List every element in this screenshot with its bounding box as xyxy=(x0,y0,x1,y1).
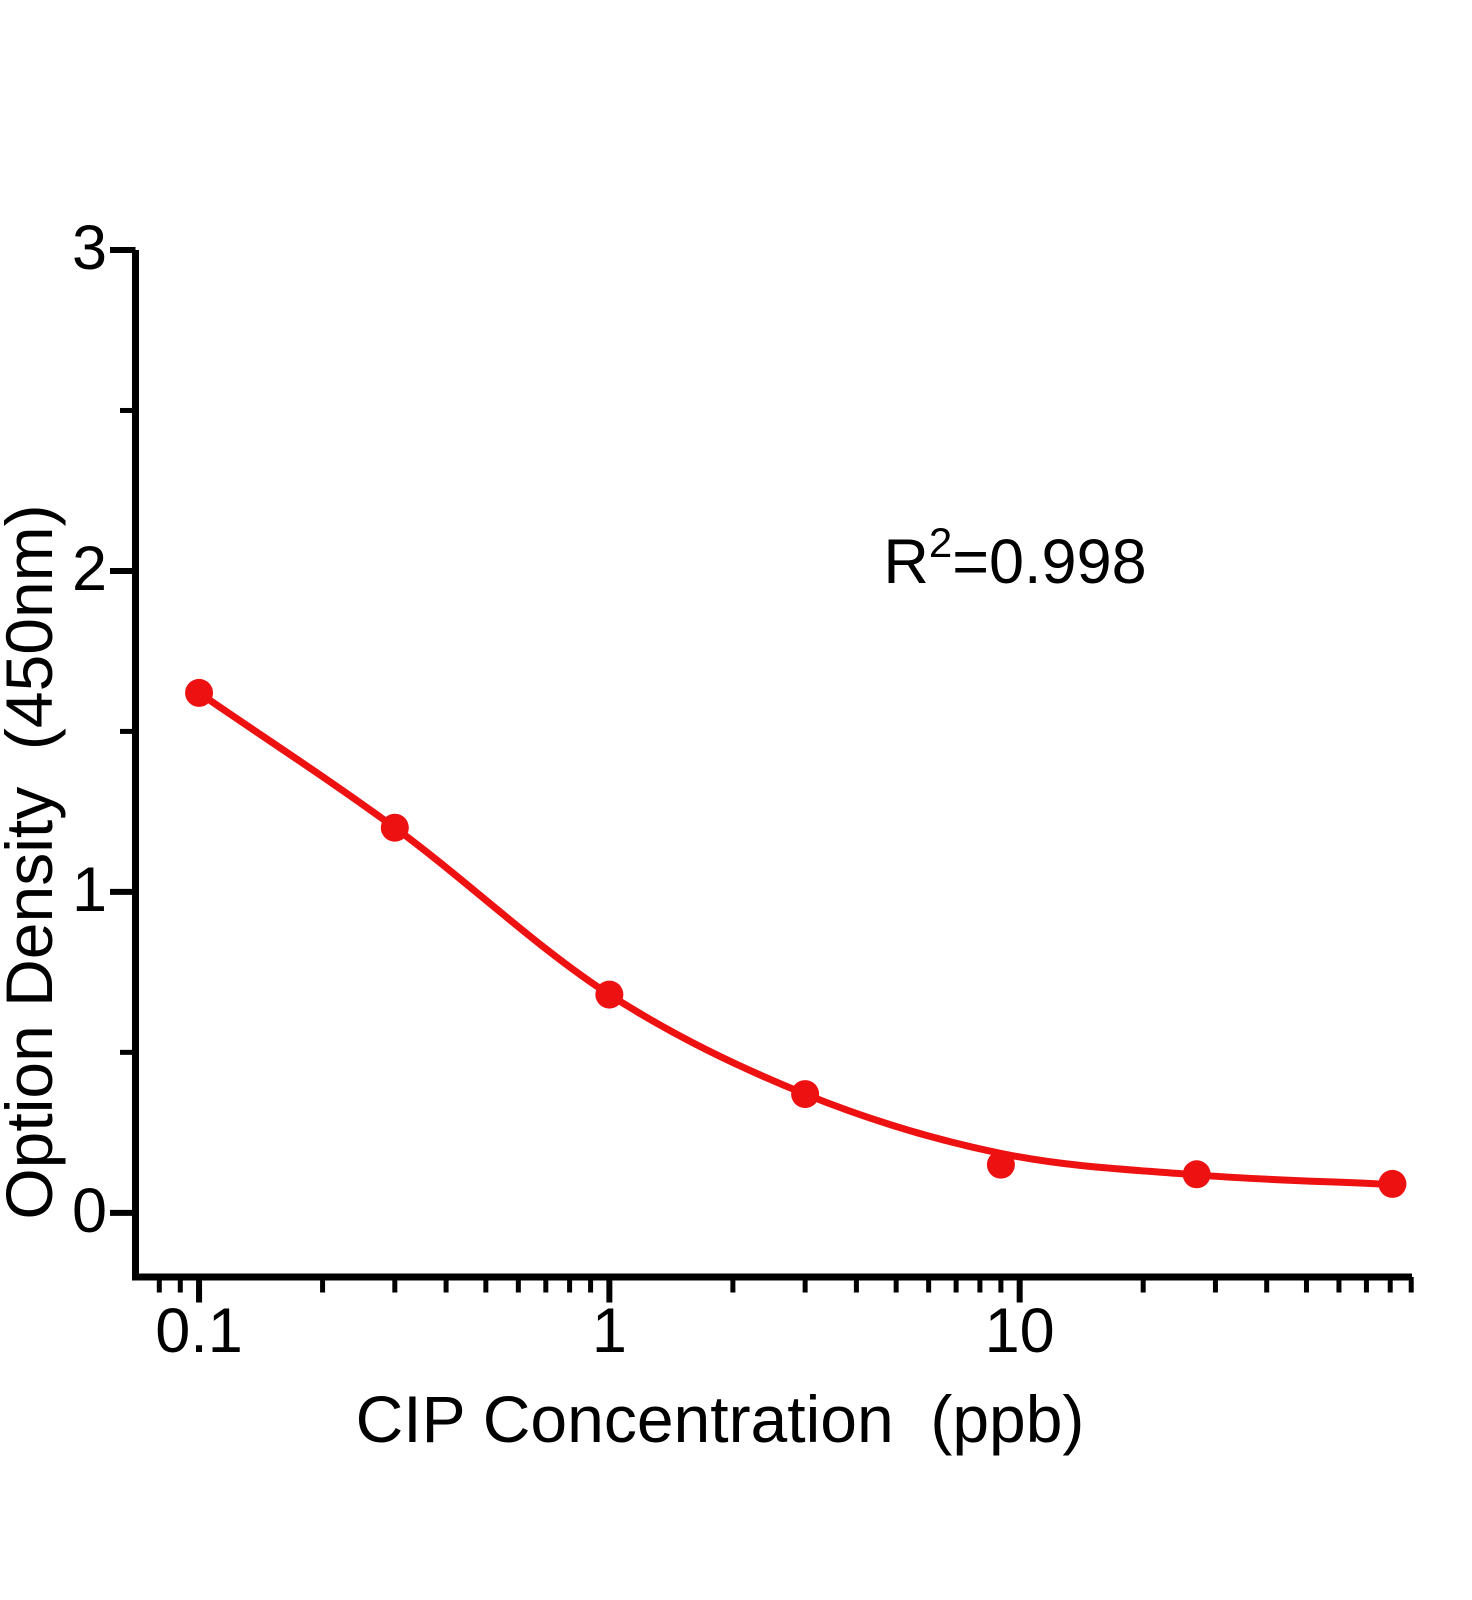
data-point xyxy=(1378,1169,1407,1198)
data-point xyxy=(185,678,214,707)
data-point xyxy=(986,1150,1015,1179)
y-axis-ticks xyxy=(110,247,136,1216)
data-point xyxy=(595,980,624,1009)
data-points xyxy=(185,678,1407,1198)
fit-curve xyxy=(195,689,1396,1189)
x-tick-label: 1 xyxy=(592,1296,627,1366)
y-tick-label: 0 xyxy=(72,1176,107,1246)
r-squared-value: =0.998 xyxy=(952,527,1146,597)
data-point xyxy=(1182,1160,1211,1189)
y-axis-title: Option Density (450nm) xyxy=(0,504,66,1219)
r-squared-superscript: 2 xyxy=(929,519,952,566)
x-tick-label: 10 xyxy=(985,1296,1055,1366)
r-squared-prefix: R xyxy=(883,527,929,597)
y-tick-label: 3 xyxy=(72,213,107,283)
y-axis-tick-labels: 0 1 2 3 xyxy=(72,213,107,1246)
data-point xyxy=(380,813,409,842)
data-series xyxy=(185,678,1407,1198)
axes xyxy=(132,250,1412,1281)
data-point xyxy=(791,1080,820,1109)
y-tick-label: 1 xyxy=(72,855,107,925)
r-squared-annotation: R2=0.998 xyxy=(883,519,1146,597)
x-tick-label: 0.1 xyxy=(155,1296,243,1366)
x-axis-title: CIP Concentration (ppb) xyxy=(356,1382,1085,1456)
x-axis-tick-labels: 0.1 1 10 xyxy=(155,1296,1054,1366)
x-axis-ticks xyxy=(156,1277,1414,1303)
y-tick-label: 2 xyxy=(72,534,107,604)
